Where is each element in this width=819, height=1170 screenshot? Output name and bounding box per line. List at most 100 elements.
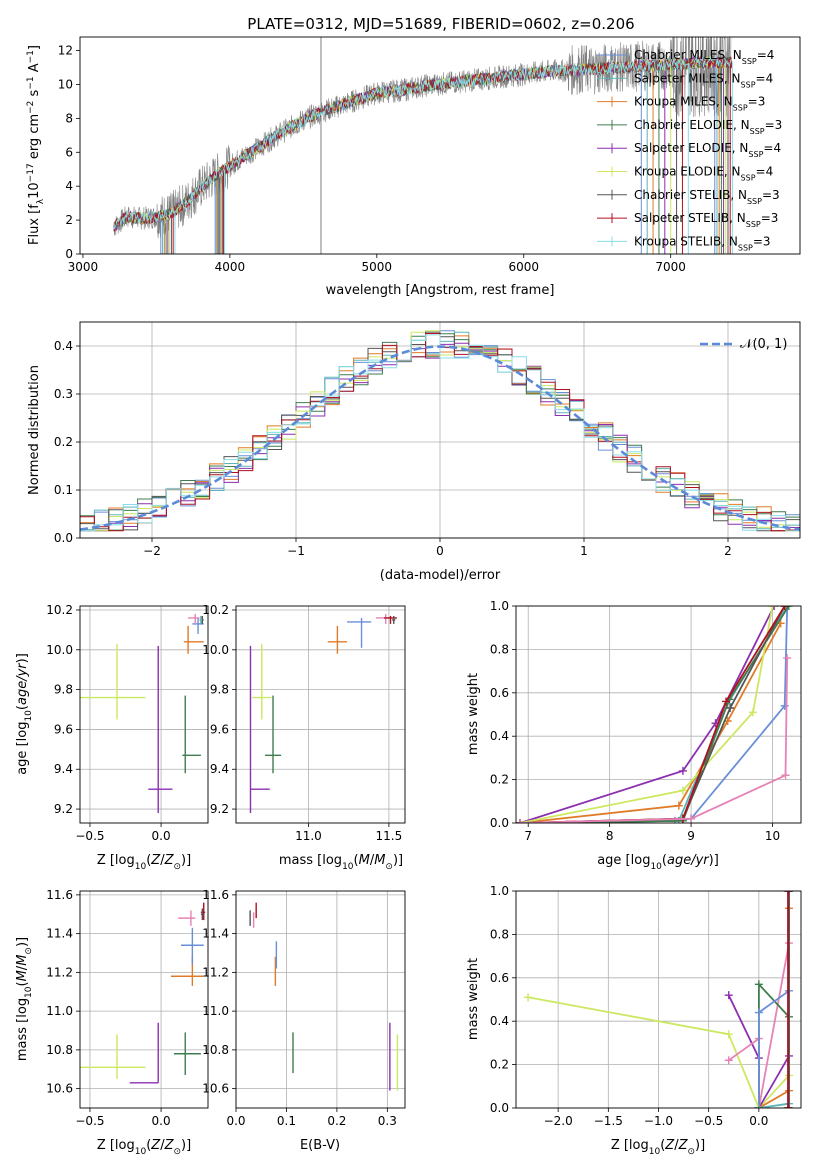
legend-label: Salpeter MILES, NSSP=4 [634,71,773,89]
mw-vs-z-ytick-label: 0.8 [490,927,509,941]
mass-vs-z-panel: −0.5 0.0 10.6 10.8 11.0 11.2 11.4 11.6 Z [log10(… [15,888,209,1157]
mass-vs-z-plot-area [80,902,206,1084]
mass-vs-ebv-xtick-label: 0.0 [226,1114,245,1128]
mw-vs-age-xtick-label: 9 [687,829,695,843]
mw-vs-age-point-marker [783,654,792,663]
mw-vs-age-point-marker [748,708,757,717]
mw-vs-z-point-marker [724,991,733,1000]
mw-vs-z-xtick-label: 0.0 [749,1114,768,1128]
mass-vs-ebv-xtick-label: 0.3 [378,1114,397,1128]
spectrum-ytick-label: 2 [65,213,73,227]
age-vs-mass-frame [235,605,406,824]
age-vs-z-ytick-label: 9.4 [54,762,73,776]
mass-vs-z-ytick-label: 11.6 [46,888,73,902]
spectrum-panel: 3000 4000 5000 6000 7000 0 2 4 6 8 10 12 Chabrier MI… [26,36,801,298]
mass-vs-ebv-ytick-label: 11.2 [202,965,229,979]
figure-title: PLATE=0312, MJD=51689, FIBERID=0602, z=0… [247,15,634,33]
residuals-xtick-label: 2 [724,544,732,558]
age-vs-z-panel: −0.5 0.0 9.2 9.4 9.6 9.8 10.0 10.2 Z [log10(Z/Z⊙… [15,603,209,872]
age-vs-z-ylabel: age [log10(age/yr)] [15,653,34,775]
age-vs-mass-ytick-label: 10.2 [202,603,229,617]
legend-label: Chabrier MILES, NSSP=4 [634,48,774,66]
mw-vs-age-point-marker [781,771,790,780]
mass-vs-ebv-plot-area [249,902,399,1091]
mw-vs-age-point-marker [674,801,683,810]
age-vs-mass-ytick-label: 9.4 [210,762,229,776]
spectrum-xlabel: wavelength [Angstrom, rest frame] [326,283,555,298]
age-vs-z-frame [79,605,209,824]
mw-vs-age-point-marker [687,814,696,823]
mw-vs-age-series-line [519,606,775,823]
mw-vs-age-plot-area [516,606,793,823]
age-vs-mass-ytick-label: 9.6 [210,722,229,736]
spectrum-frame [79,36,801,255]
legend-label: Kroupa STELIB, NSSP=3 [634,234,771,252]
mw-vs-age-xtick-label: 7 [524,829,532,843]
residuals-frame [79,321,801,539]
spectrum-ytick-label: 10 [58,77,73,91]
mass-vs-ebv-ytick-label: 11.0 [202,1004,229,1018]
spectrum-ytick-label: 4 [65,179,73,193]
mw-vs-z-xtick-label: −2.0 [544,1114,573,1128]
mw-vs-age-ytick-label: 0.0 [490,816,509,830]
legend-label: Chabrier ELODIE, NSSP=3 [634,118,782,136]
mass-vs-ebv-xlabel: E(B-V) [300,1138,340,1153]
mw-vs-z-ytick-label: 0.0 [490,1101,509,1115]
age-vs-z-ytick-label: 9.8 [54,683,73,697]
spectrum-xtick-label: 5000 [362,260,393,274]
mw-vs-age-point-marker [770,606,779,610]
residuals-xtick-label: −2 [143,544,161,558]
mw-vs-z-point-marker [754,980,763,989]
mw-vs-age-series-line [520,606,786,823]
age-vs-mass-plot-area [249,613,397,814]
mw-vs-age-point-marker [516,819,525,823]
age-vs-z-xlabel: Z [log10(Z/Z⊙)] [97,853,191,872]
mw-vs-age-point-marker [784,606,793,610]
mw-vs-age-panel: 7 8 9 10 0.0 0.2 0.4 0.6 0.8 1.0 age [log10(age/yr… [466,599,802,872]
spectrum-xtick-label: 4000 [215,260,246,274]
spectrum-xtick-label: 7000 [655,260,686,274]
mw-vs-z-ytick-label: 0.4 [490,1014,509,1028]
mass-vs-z-ytick-label: 10.8 [46,1043,73,1057]
mass-vs-z-frame [79,890,209,1109]
mw-vs-z-xlabel: Z [log10(Z/Z⊙)] [611,1138,705,1157]
mw-vs-age-xtick-label: 8 [606,829,614,843]
residuals-xtick-label: −1 [287,544,305,558]
residuals-ytick-label: 0.4 [54,339,73,353]
legend-label: Salpeter ELODIE, NSSP=4 [634,141,781,159]
mw-vs-age-xlabel: age [log10(age/yr)] [597,853,719,872]
spectrum-ylabel: Flux [fλ10−17 erg cm−2 s−1 A−1] [26,45,46,245]
mw-vs-z-xtick-label: −0.5 [694,1114,723,1128]
mass-vs-ebv-ytick-label: 10.8 [202,1043,229,1057]
mass-vs-ebv-frame [235,890,406,1109]
spectrum-xtick-label: 6000 [508,260,539,274]
mw-vs-z-point-marker [783,891,792,895]
mw-vs-z-point-marker [524,993,533,1002]
age-vs-z-ytick-label: 10.0 [46,643,73,657]
mw-vs-z-frame [515,890,802,1109]
age-vs-z-ytick-label: 9.6 [54,722,73,736]
mw-vs-age-ytick-label: 0.4 [490,729,509,743]
mw-vs-z-point-marker [724,1056,733,1065]
age-vs-z-plot-area [80,613,204,814]
mass-vs-z-ytick-label: 11.4 [46,927,73,941]
mw-vs-age-point-marker [722,697,731,706]
residuals-ytick-label: 0.0 [54,531,73,545]
residuals-ytick-label: 0.2 [54,435,73,449]
normal-legend-label: 𝒩(0, 1) [740,337,787,352]
mass-vs-z-xtick-label: −0.5 [75,1114,104,1128]
mw-vs-age-ytick-label: 0.2 [490,773,509,787]
mass-vs-z-xtick-label: 0.0 [152,1114,171,1128]
mw-vs-age-point-marker [780,606,789,610]
mw-vs-z-ytick-label: 0.6 [490,971,509,985]
mw-vs-z-ytick-label: 0.2 [490,1058,509,1072]
age-vs-z-xtick-label: −0.5 [75,829,104,843]
age-vs-mass-ytick-label: 9.2 [210,802,229,816]
age-vs-mass-ytick-label: 9.8 [210,683,229,697]
spectrum-ytick-label: 0 [65,247,73,261]
spectrum-model-line [113,55,733,230]
mw-vs-age-series-line [520,606,786,823]
legend-label: Kroupa ELODIE, NSSP=4 [634,165,773,183]
mw-vs-z-ytick-label: 1.0 [490,884,509,898]
mw-vs-age-ytick-label: 1.0 [490,599,509,613]
